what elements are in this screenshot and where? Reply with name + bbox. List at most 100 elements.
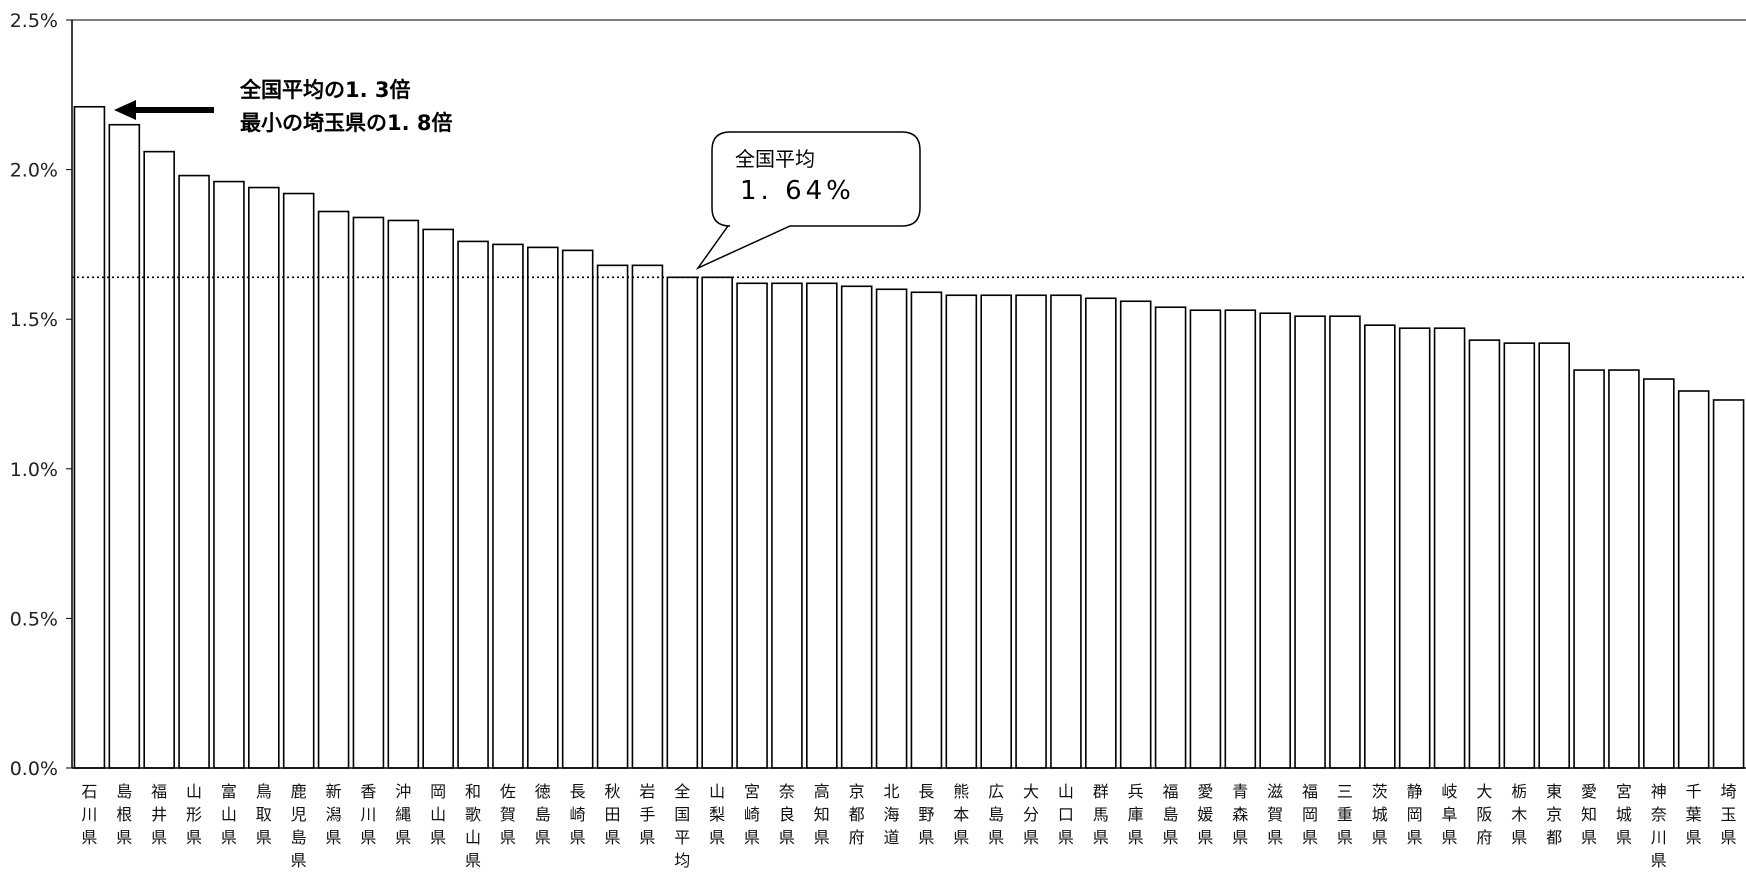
x-tick-label: 広島県: [988, 782, 1004, 847]
bar: [317, 210, 350, 769]
x-tick-label: 滋賀県: [1267, 782, 1283, 847]
average-callout: 全国平均 1. 64%: [695, 131, 921, 270]
x-tick-label: 石川県: [81, 782, 97, 847]
x-tick-label: 高知県: [814, 782, 830, 847]
y-tick-label: 1.0%: [10, 459, 58, 481]
bar: [422, 228, 454, 769]
max-annotation: 全国平均の1. 3倍 最小の埼玉県の1. 8倍: [114, 78, 453, 135]
bar: [213, 180, 245, 769]
x-tick-label: 岐阜県: [1442, 782, 1458, 847]
bar: [1677, 390, 1710, 769]
bar: [1608, 369, 1640, 769]
x-tick-label: 愛知県: [1581, 782, 1597, 847]
callout-label: 全国平均: [735, 147, 815, 171]
x-tick-label: 福井県: [151, 782, 167, 847]
x-tick-label: 大分県: [1023, 782, 1039, 847]
bar: [387, 219, 420, 769]
arrow-left-icon: [114, 100, 136, 120]
x-tick-label: 秋田県: [605, 782, 621, 847]
x-tick-label: 三重県: [1337, 782, 1353, 847]
x-tick-label: 山梨県: [709, 782, 725, 847]
bar: [108, 123, 141, 769]
x-tick-label: 栃木県: [1511, 782, 1527, 847]
x-tick-label: 静岡県: [1407, 782, 1423, 847]
bar: [596, 264, 629, 769]
x-tick-label: 山形県: [186, 782, 202, 847]
bar: [178, 174, 210, 769]
bar: [561, 249, 594, 769]
x-tick-label: 千葉県: [1686, 782, 1702, 847]
bar: [771, 282, 803, 769]
x-tick-label: 全国平均: [674, 782, 690, 870]
x-tick-label: 鳥取県: [256, 782, 272, 847]
x-tick-label: 神奈川県: [1651, 782, 1667, 870]
bar: [1050, 294, 1082, 769]
x-tick-label: 群馬県: [1093, 782, 1109, 847]
bar: [352, 216, 385, 769]
bar: [910, 291, 943, 769]
bar: [1433, 327, 1466, 769]
bar: [73, 105, 106, 769]
bar: [945, 294, 978, 769]
y-tick-label: 1.5%: [10, 309, 58, 331]
bar: [143, 150, 175, 769]
x-tick-label: 奈良県: [779, 782, 795, 847]
x-tick-label: 福島県: [1163, 782, 1179, 847]
x-tick-label: 徳島県: [535, 782, 551, 847]
bar: [1119, 300, 1152, 769]
x-tick-label: 福岡県: [1302, 782, 1318, 847]
x-tick-label: 富山県: [221, 782, 237, 847]
x-tick-label: 沖縄県: [395, 782, 411, 847]
x-tick-label: 東京都: [1546, 782, 1562, 847]
bar: [1224, 309, 1257, 769]
x-tick-label: 岩手県: [639, 782, 655, 847]
x-tick-label: 鹿児島県: [291, 782, 307, 870]
bar: [527, 246, 559, 769]
y-axis: 2.5% 2.0% 1.5% 1.0% 0.5% 0.0%: [10, 10, 72, 780]
bar: [980, 294, 1012, 769]
bar: [631, 264, 664, 769]
bar: [1189, 309, 1222, 769]
y-tick-label: 2.0%: [10, 160, 58, 182]
x-tick-label: 京都府: [849, 782, 865, 847]
bar: [1398, 327, 1431, 769]
x-tick-label: 山口県: [1058, 782, 1074, 847]
x-tick-label: 和歌山県: [465, 782, 481, 870]
bar: [701, 276, 733, 769]
x-tick-label: 香川県: [360, 782, 376, 847]
bar: [875, 288, 908, 769]
bar: [1468, 339, 1501, 769]
bar: [1364, 324, 1396, 769]
callout-value: 1. 64%: [740, 176, 855, 206]
bar: [1294, 315, 1326, 769]
bar: [282, 192, 315, 769]
x-tick-label: 埼玉県: [1721, 782, 1737, 847]
bar: [1259, 312, 1291, 769]
x-tick-label: 北海道: [884, 782, 900, 847]
bars-group: [73, 105, 1745, 769]
bar: [1503, 342, 1536, 769]
x-tick-label: 熊本県: [953, 782, 969, 847]
y-tick-label: 0.5%: [10, 608, 58, 630]
bar: [1085, 297, 1117, 769]
bar: [457, 240, 489, 769]
x-tick-label: 茨城県: [1372, 782, 1388, 847]
y-tick-label: 2.5%: [10, 10, 58, 32]
x-tick-label: 島根県: [116, 782, 132, 847]
x-tick-label: 佐賀県: [500, 782, 516, 847]
y-tick-label: 0.0%: [10, 758, 58, 780]
bar: [1643, 378, 1675, 769]
annotation-line-2: 最小の埼玉県の1. 8倍: [240, 111, 453, 135]
x-tick-label: 長野県: [918, 782, 934, 847]
bar: [1712, 399, 1745, 769]
x-axis-labels: 石川県 島根県 福井県 山形県 富山県 鳥取県 鹿児島県 新潟県 香川県 沖縄県 岡山県 和歌山県 佐賀…: [81, 782, 1736, 870]
bar: [1573, 369, 1605, 769]
callout-bubble: [695, 131, 921, 270]
annotation-line-1: 全国平均の1. 3倍: [239, 78, 411, 102]
x-tick-label: 大阪府: [1476, 782, 1492, 847]
x-tick-label: 宮城県: [1616, 782, 1632, 847]
x-tick-label: 新潟県: [326, 782, 342, 847]
x-tick-label: 宮崎県: [744, 782, 760, 847]
x-tick-label: 兵庫県: [1128, 782, 1144, 847]
